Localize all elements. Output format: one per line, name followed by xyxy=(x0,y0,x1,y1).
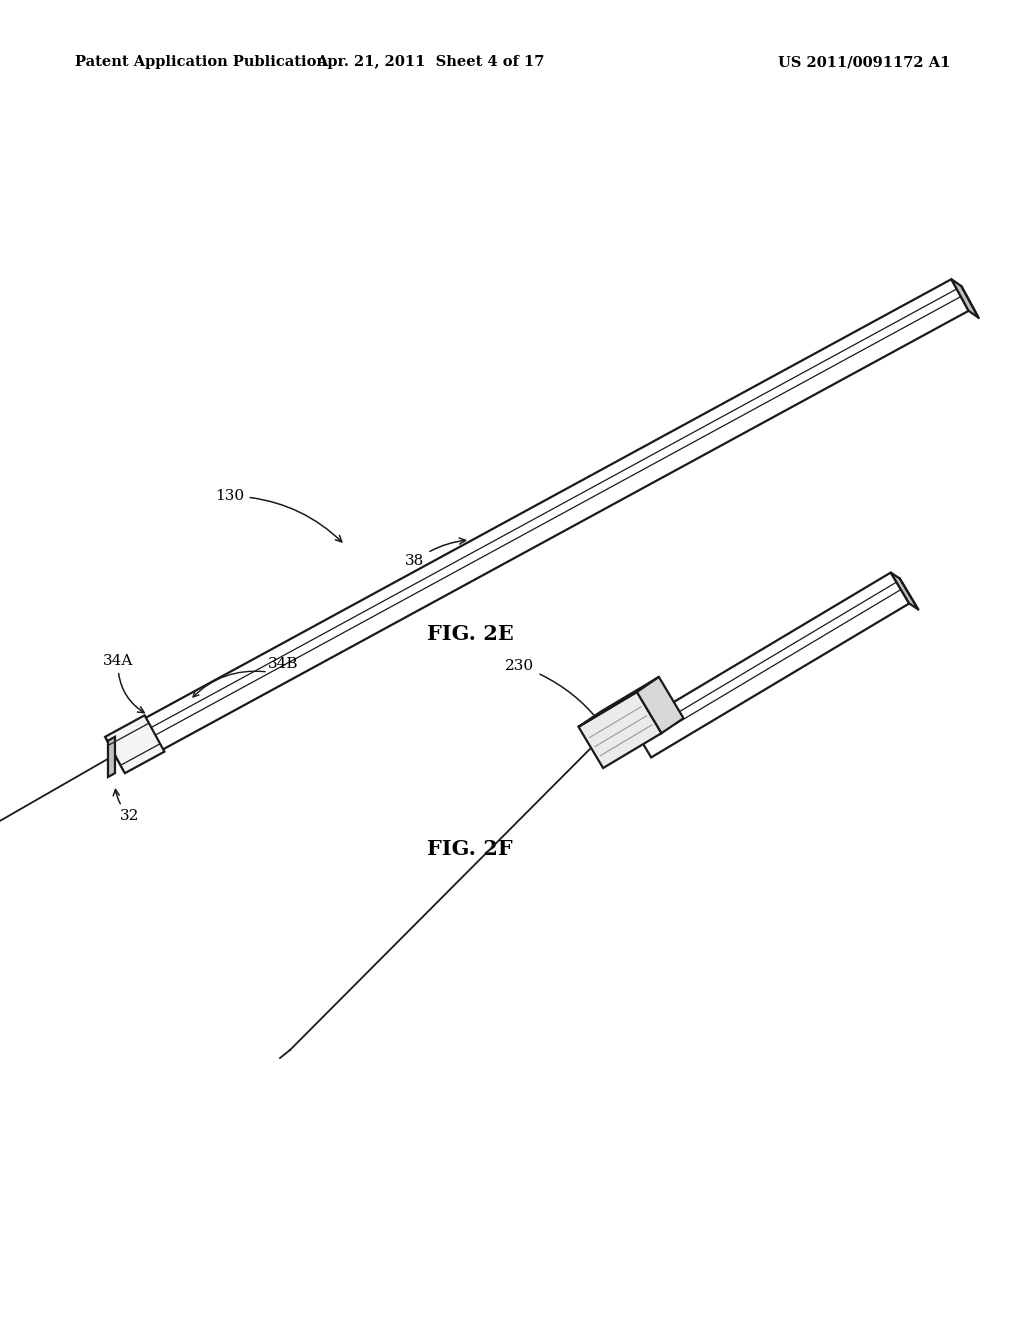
Text: 34B: 34B xyxy=(268,657,299,671)
Text: 32: 32 xyxy=(114,789,139,822)
Polygon shape xyxy=(579,677,658,727)
Polygon shape xyxy=(633,573,909,758)
Polygon shape xyxy=(106,280,969,771)
Text: 34A: 34A xyxy=(102,653,144,713)
Text: 230: 230 xyxy=(506,659,599,722)
Text: US 2011/0091172 A1: US 2011/0091172 A1 xyxy=(777,55,950,69)
Polygon shape xyxy=(579,692,662,768)
Text: FIG. 2F: FIG. 2F xyxy=(427,840,513,859)
Text: Patent Application Publication: Patent Application Publication xyxy=(75,55,327,69)
Polygon shape xyxy=(951,280,979,318)
Text: FIG. 2E: FIG. 2E xyxy=(427,624,513,644)
Polygon shape xyxy=(105,715,165,774)
Polygon shape xyxy=(891,573,919,610)
Polygon shape xyxy=(637,677,683,733)
Text: 38: 38 xyxy=(406,539,466,568)
Polygon shape xyxy=(108,737,115,777)
Text: 130: 130 xyxy=(215,488,342,543)
Text: Apr. 21, 2011  Sheet 4 of 17: Apr. 21, 2011 Sheet 4 of 17 xyxy=(315,55,544,69)
